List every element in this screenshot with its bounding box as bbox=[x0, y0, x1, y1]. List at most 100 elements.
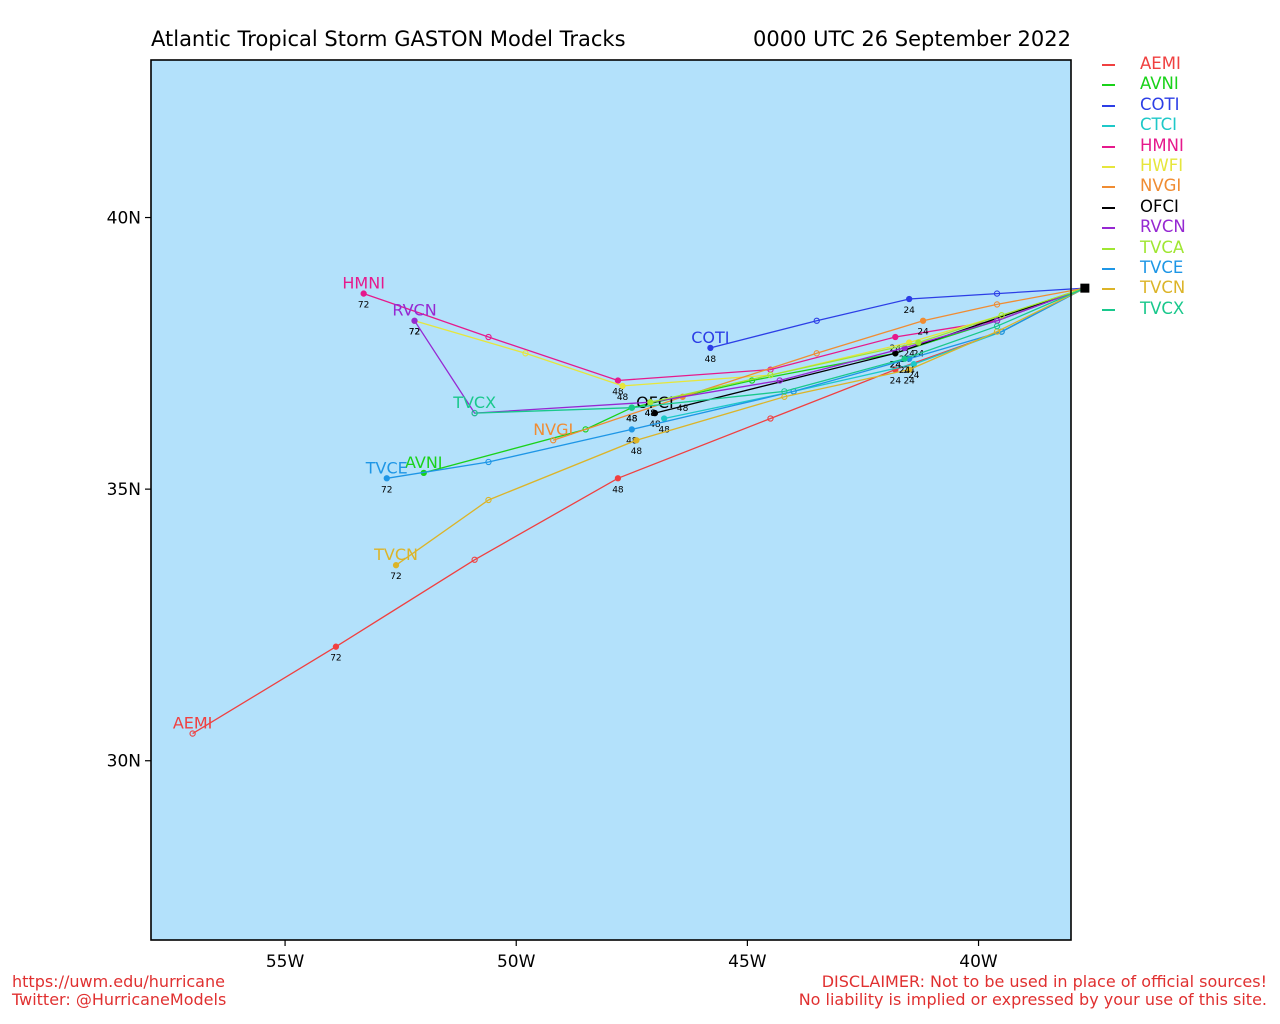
forecast-hour-label: 72 bbox=[409, 328, 420, 338]
track-point bbox=[550, 437, 557, 444]
legend-swatch bbox=[1102, 84, 1115, 87]
track-name-label: TVCX bbox=[452, 393, 496, 412]
forecast-hour-label: 48 bbox=[612, 485, 624, 495]
track-point bbox=[781, 388, 788, 395]
forecast-hour-label: 48 bbox=[645, 409, 657, 419]
forecast-hour-label: 24 bbox=[903, 377, 915, 387]
legend-swatch bbox=[1102, 267, 1115, 270]
forecast-hour-label: 48 bbox=[649, 420, 661, 430]
legend-swatch bbox=[1102, 227, 1115, 230]
map-title: Atlantic Tropical Storm GASTON Model Tra… bbox=[151, 27, 626, 51]
site-url[interactable]: https://uwm.edu/hurricane bbox=[12, 972, 225, 991]
legend-label: AVNI bbox=[1140, 74, 1179, 94]
track-line bbox=[395, 287, 1086, 566]
legend-label: TVCA bbox=[1140, 237, 1185, 257]
forecast-hour-label: 48 bbox=[612, 387, 624, 397]
track-point bbox=[993, 290, 1001, 297]
track-point bbox=[189, 730, 196, 737]
storm-position-marker bbox=[1080, 283, 1090, 293]
model-tracks: 24 48 72 AEMI 24 48 AVNI 24 48 COTI 24 48 24 48 72 HMNI… bbox=[173, 274, 1086, 737]
track-point bbox=[619, 382, 626, 390]
forecast-hour-label: 24 bbox=[890, 360, 902, 370]
forecast-hour-label: 24 bbox=[890, 377, 902, 387]
legend-swatch bbox=[1102, 288, 1115, 291]
track-point bbox=[813, 350, 820, 357]
track-point bbox=[651, 409, 659, 417]
track-point bbox=[614, 377, 622, 384]
legend-swatch bbox=[1102, 186, 1115, 189]
legend-swatch bbox=[1102, 165, 1115, 168]
forecast-hour-label: 24 bbox=[903, 306, 915, 316]
track-point bbox=[471, 556, 478, 563]
map-frame bbox=[150, 59, 1072, 941]
legend-swatch bbox=[1102, 125, 1115, 128]
track-point bbox=[993, 301, 1001, 308]
forecast-hour-label: 72 bbox=[330, 654, 341, 664]
footer-disclaimer: DISCLAIMER: Not to be used in place of o… bbox=[799, 973, 1267, 1009]
track-point bbox=[471, 409, 478, 417]
track-name-label: RVCN bbox=[392, 301, 436, 320]
track-point bbox=[906, 366, 913, 373]
legend-label: OFCI bbox=[1140, 196, 1179, 216]
track-point bbox=[633, 437, 640, 444]
track-name-label: TVCN bbox=[373, 545, 418, 564]
track-tvcn: 24 48 72 TVCN bbox=[373, 287, 1086, 582]
track-point bbox=[998, 312, 1005, 319]
lon-tick-label: 45W bbox=[728, 952, 767, 972]
forecast-hour-label: 24 bbox=[908, 371, 920, 381]
forecast-hour-label: 24 bbox=[903, 349, 915, 359]
legend-label: AEMI bbox=[1140, 54, 1181, 73]
legend-swatch bbox=[1102, 145, 1115, 148]
track-point bbox=[522, 350, 529, 357]
track-name-label: HMNI bbox=[342, 274, 385, 293]
track-point bbox=[628, 426, 635, 433]
lat-tick-label: 35N bbox=[107, 480, 141, 500]
legend-swatch bbox=[1102, 64, 1115, 66]
track-point bbox=[360, 290, 367, 297]
track-point bbox=[910, 361, 917, 368]
track-point bbox=[919, 317, 927, 324]
disclaimer-line-2: No liability is implied or expressed by … bbox=[798, 990, 1267, 1009]
track-name-label: COTI bbox=[691, 328, 729, 347]
lat-tick-label: 30N bbox=[107, 752, 141, 772]
track-point bbox=[628, 404, 635, 411]
forecast-hour-label: 24 bbox=[890, 344, 902, 354]
twitter-handle[interactable]: Twitter: @HurricaneModels bbox=[12, 990, 227, 1009]
forecast-hour-label: 72 bbox=[390, 572, 401, 582]
forecast-hour-label: 24 bbox=[890, 360, 902, 370]
track-name-label: OFCI bbox=[636, 393, 674, 412]
track-point bbox=[332, 643, 340, 650]
forecast-hour-label: 48 bbox=[617, 393, 629, 403]
track-point bbox=[707, 344, 714, 352]
forecast-hour-label: 24 bbox=[917, 328, 929, 338]
track-point bbox=[411, 317, 418, 324]
track-coti: 24 48 COTI bbox=[691, 287, 1085, 365]
forecast-hour-label: 48 bbox=[677, 404, 689, 414]
legend-label: COTI bbox=[1140, 94, 1180, 114]
track-point bbox=[614, 475, 622, 482]
legend-label: TVCE bbox=[1140, 257, 1184, 277]
forecast-hour-label: 48 bbox=[658, 426, 670, 436]
legend-swatch bbox=[1102, 206, 1115, 209]
lon-tick-label: 50W bbox=[497, 952, 536, 972]
track-point bbox=[767, 415, 774, 422]
track-point bbox=[915, 339, 922, 346]
track-point bbox=[485, 496, 492, 504]
track-name-label: NVGI bbox=[533, 420, 573, 439]
track-point bbox=[892, 350, 899, 357]
forecast-hour-label: 24 bbox=[899, 366, 911, 376]
legend-label: HMNI bbox=[1140, 135, 1184, 155]
forecast-hour-label: 48 bbox=[626, 415, 638, 425]
track-point bbox=[892, 333, 899, 341]
forecast-hour-label: 72 bbox=[381, 485, 392, 495]
track-name-label: AEMI bbox=[173, 714, 213, 733]
lon-tick-label: 55W bbox=[266, 952, 305, 972]
forecast-hour-label: 48 bbox=[626, 415, 638, 425]
forecast-hour-label: 48 bbox=[645, 409, 657, 419]
forecast-hour-label: 72 bbox=[409, 328, 420, 338]
track-point bbox=[906, 295, 913, 303]
ocean-area bbox=[151, 60, 1071, 940]
forecast-hour-label: 48 bbox=[705, 355, 717, 365]
